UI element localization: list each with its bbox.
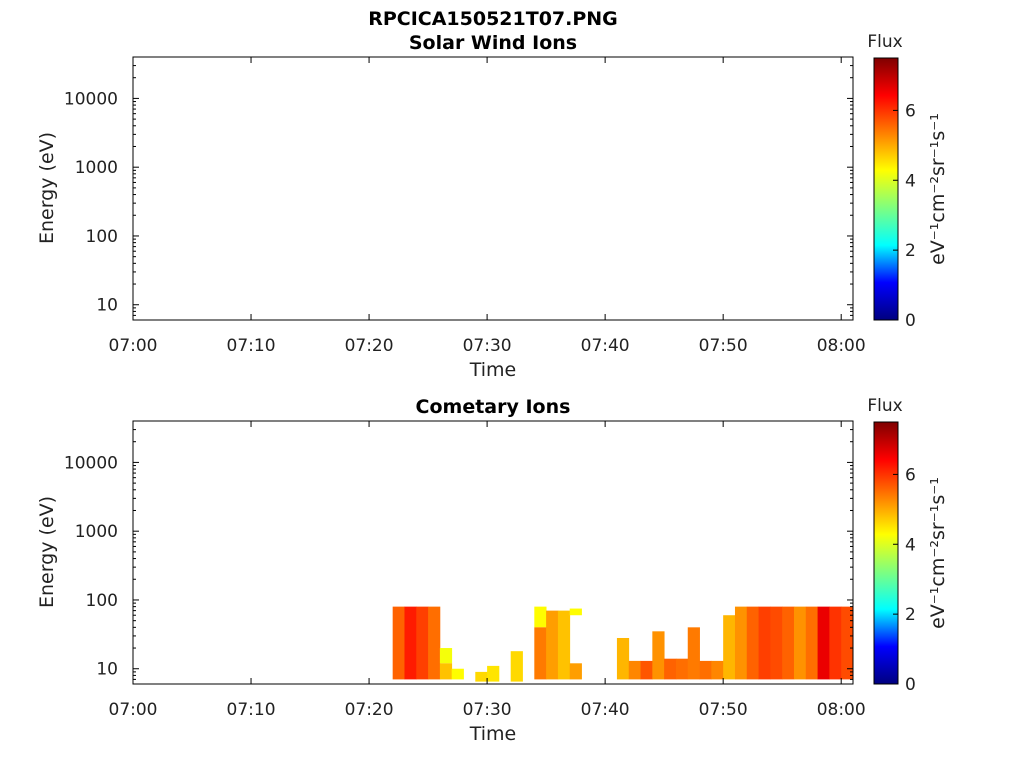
plot-frame	[132, 420, 854, 685]
x-tick-label: 07:40	[581, 336, 630, 356]
x-axis-ticks: 07:00 07:10 07:20 07:30 07:40 07:50 08:00	[109, 421, 866, 720]
heatmap-cell	[841, 606, 854, 680]
heatmap-cell	[439, 663, 453, 680]
x-tick-label: 07:20	[345, 336, 394, 356]
plot-frame	[132, 56, 854, 321]
colorbar-tick-label: 0	[905, 311, 916, 331]
colorbar-tick-label: 2	[905, 241, 916, 261]
panel-title: Solar Wind Ions	[409, 32, 577, 54]
heatmap-cell	[652, 631, 665, 680]
heatmap-cell	[510, 651, 523, 682]
heatmap-cell	[711, 660, 724, 680]
heatmap-cell	[392, 606, 405, 680]
y-tick-label: 10000	[64, 453, 118, 473]
heatmap-cell	[687, 627, 700, 680]
heatmap-cell	[640, 660, 653, 680]
y-tick-label: 1000	[75, 522, 118, 542]
colorbar-unit-label: eV⁻¹cm⁻²sr⁻¹s⁻¹	[927, 113, 949, 265]
x-tick-label: 08:00	[817, 336, 866, 356]
heatmap-cell	[734, 606, 748, 680]
heatmap-cell	[793, 606, 807, 680]
figure-filename-title: RPCICA150521T07.PNG	[368, 8, 618, 30]
x-tick-label: 07:00	[109, 336, 158, 356]
heatmap-cell	[487, 665, 500, 682]
panel-cometary-ions: Cometary Ions 07:00 07:10 07:20 07:30 07:40 0…	[36, 396, 866, 745]
heatmap-cell	[616, 637, 630, 680]
heatmap-cell	[569, 608, 582, 616]
x-tick-label: 07:30	[463, 700, 512, 720]
heatmap-cell	[699, 660, 712, 680]
heatmap-cell	[723, 615, 736, 680]
colorbar-title: Flux	[867, 32, 902, 52]
colorbar-gradient	[873, 421, 899, 685]
colorbar-tick-label: 6	[905, 465, 916, 485]
heatmap-cell	[534, 627, 547, 680]
y-axis-ticks: 10 100 1000 10000	[64, 56, 853, 321]
colorbar-tick-label: 2	[905, 605, 916, 625]
heatmap-cell	[534, 606, 547, 628]
heatmap-cell	[805, 606, 818, 680]
y-axis-ticks: 10 100 1000 10000	[64, 420, 853, 685]
heatmap-cell	[675, 658, 689, 680]
heatmap-cell	[758, 606, 771, 680]
y-tick-label: 100	[86, 591, 118, 611]
heatmap-cell	[782, 606, 795, 680]
colorbar-cometary: Flux 0 2 4 6 eV⁻¹cm⁻²sr⁻¹s⁻¹	[867, 396, 949, 695]
heatmap-cell	[628, 660, 641, 680]
heatmap-cell	[664, 658, 677, 680]
x-axis-label: Time	[469, 359, 517, 381]
colorbar-tick-label: 4	[905, 535, 916, 555]
x-tick-label: 07:00	[109, 700, 158, 720]
heatmap-cell	[770, 606, 783, 680]
y-axis-label: Energy (eV)	[36, 496, 58, 608]
panel-title: Cometary Ions	[416, 396, 571, 418]
colorbar-tick-label: 4	[905, 171, 916, 191]
x-tick-label: 07:10	[227, 700, 276, 720]
y-tick-label: 100	[86, 227, 118, 247]
panel-solar-wind-ions: Solar Wind Ions 07:00 07:10 07:20 07:30 07:4…	[36, 32, 866, 381]
x-tick-label: 07:30	[463, 336, 512, 356]
x-axis-label: Time	[469, 723, 517, 745]
heatmap-cell	[404, 606, 417, 680]
heatmap-cell	[746, 606, 759, 680]
x-tick-label: 08:00	[817, 700, 866, 720]
colorbar-ticks: 0 2 4 6	[893, 465, 916, 695]
colorbar-solar-wind: Flux 0 2 4 6 eV⁻¹cm⁻²sr⁻¹s⁻¹	[867, 32, 949, 331]
x-tick-label: 07:10	[227, 336, 276, 356]
heatmap-cell	[475, 671, 488, 682]
colorbar-ticks: 0 2 4 6	[893, 101, 916, 331]
heatmap-cell	[829, 606, 842, 680]
x-tick-label: 07:40	[581, 700, 630, 720]
colorbar-gradient	[873, 57, 899, 321]
heatmap-cell	[569, 663, 582, 680]
heatmap-cell	[439, 648, 453, 664]
y-tick-label: 1000	[75, 158, 118, 178]
x-tick-label: 07:50	[699, 700, 748, 720]
y-axis-label: Energy (eV)	[36, 132, 58, 244]
x-axis-ticks: 07:00 07:10 07:20 07:30 07:40 07:50 08:00	[109, 57, 866, 356]
heatmap-cell	[557, 610, 571, 680]
y-tick-label: 10	[96, 660, 118, 680]
heatmap-cell	[451, 668, 464, 680]
colorbar-unit-label: eV⁻¹cm⁻²sr⁻¹s⁻¹	[927, 477, 949, 629]
heatmap-cell	[416, 606, 429, 680]
heatmap-cell	[428, 606, 441, 680]
heatmap-cell	[817, 606, 830, 680]
heatmap-cell	[546, 610, 559, 680]
colorbar-tick-label: 6	[905, 101, 916, 121]
x-tick-label: 07:50	[699, 336, 748, 356]
y-tick-label: 10	[96, 296, 118, 316]
y-tick-label: 10000	[64, 89, 118, 109]
colorbar-tick-label: 0	[905, 675, 916, 695]
heatmap-cells	[392, 606, 854, 682]
x-tick-label: 07:20	[345, 700, 394, 720]
colorbar-title: Flux	[867, 396, 902, 416]
